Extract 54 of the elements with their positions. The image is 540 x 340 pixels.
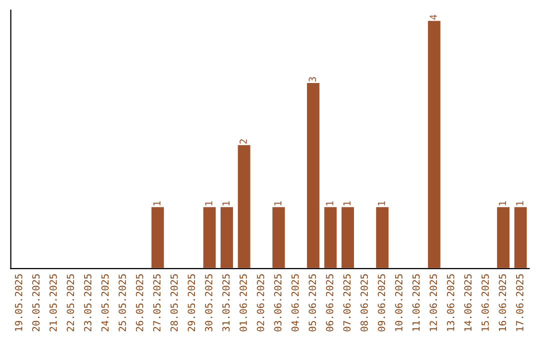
- x-tick-label: 16.06.2025: [498, 274, 506, 331]
- x-tick-label: 26.05.2025: [136, 274, 144, 332]
- data-label: 3: [308, 77, 316, 82]
- x-tick-label: 04.06.2025: [291, 274, 299, 332]
- x-tick-label: 07.06.2025: [343, 274, 351, 332]
- x-tick-label: 20.05.2025: [32, 274, 40, 332]
- x-tick-label: 10.06.2025: [395, 274, 402, 331]
- x-tick-label: 29.05.2025: [188, 274, 196, 332]
- data-label: 1: [222, 201, 230, 206]
- bar: [374, 206, 390, 269]
- x-tick-label: 06.06.2025: [326, 274, 334, 332]
- data-label: 1: [498, 201, 506, 206]
- data-label: 1: [153, 201, 160, 206]
- x-tick-label: 03.06.2025: [274, 274, 282, 332]
- data-label: 1: [343, 201, 350, 206]
- x-tick-label: 21.05.2025: [49, 274, 57, 332]
- bar: [219, 206, 234, 269]
- x-tick-label: 13.06.2025: [446, 274, 454, 331]
- x-tick-label: 27.05.2025: [153, 274, 161, 332]
- x-tick-label: 22.05.2025: [66, 274, 74, 332]
- data-label: 1: [516, 201, 524, 206]
- x-tick-label: 02.06.2025: [256, 274, 264, 332]
- bar: [236, 144, 252, 269]
- bar: [340, 206, 356, 269]
- x-tick-label: 11.06.2025: [412, 274, 420, 331]
- bar: [496, 206, 511, 269]
- bar: [426, 19, 442, 269]
- data-label: 1: [326, 201, 334, 206]
- x-tick-label: 23.05.2025: [84, 274, 92, 332]
- x-tick-label: 09.06.2025: [378, 274, 386, 332]
- bar: [150, 206, 166, 269]
- x-tick-label: 31.05.2025: [222, 274, 230, 332]
- x-tick-label: 01.06.2025: [240, 274, 247, 332]
- data-label: 4: [430, 14, 437, 20]
- x-tick-label: 17.06.2025: [516, 274, 524, 331]
- x-tick-label: 19.05.2025: [14, 274, 22, 331]
- x-tick-label: 15.06.2025: [481, 274, 489, 331]
- data-label: 1: [274, 201, 282, 206]
- x-tick-label: 24.05.2025: [101, 274, 109, 332]
- bar: [512, 206, 528, 269]
- bar: [271, 206, 286, 269]
- x-tick-label: 25.05.2025: [118, 274, 126, 332]
- x-tick-label: 12.06.2025: [430, 274, 438, 331]
- x-tick-label: 05.06.2025: [308, 274, 316, 332]
- x-tick-label: 08.06.2025: [360, 274, 368, 332]
- x-tick-label: 28.05.2025: [170, 274, 178, 332]
- data-label: 1: [205, 201, 212, 206]
- bar: [202, 206, 218, 269]
- bar: [322, 206, 338, 269]
- x-tick-label: 30.05.2025: [205, 274, 212, 332]
- bar: [306, 82, 321, 269]
- x-tick-label: 14.06.2025: [464, 274, 472, 331]
- data-label: 1: [378, 201, 386, 206]
- data-label: 2: [240, 139, 247, 144]
